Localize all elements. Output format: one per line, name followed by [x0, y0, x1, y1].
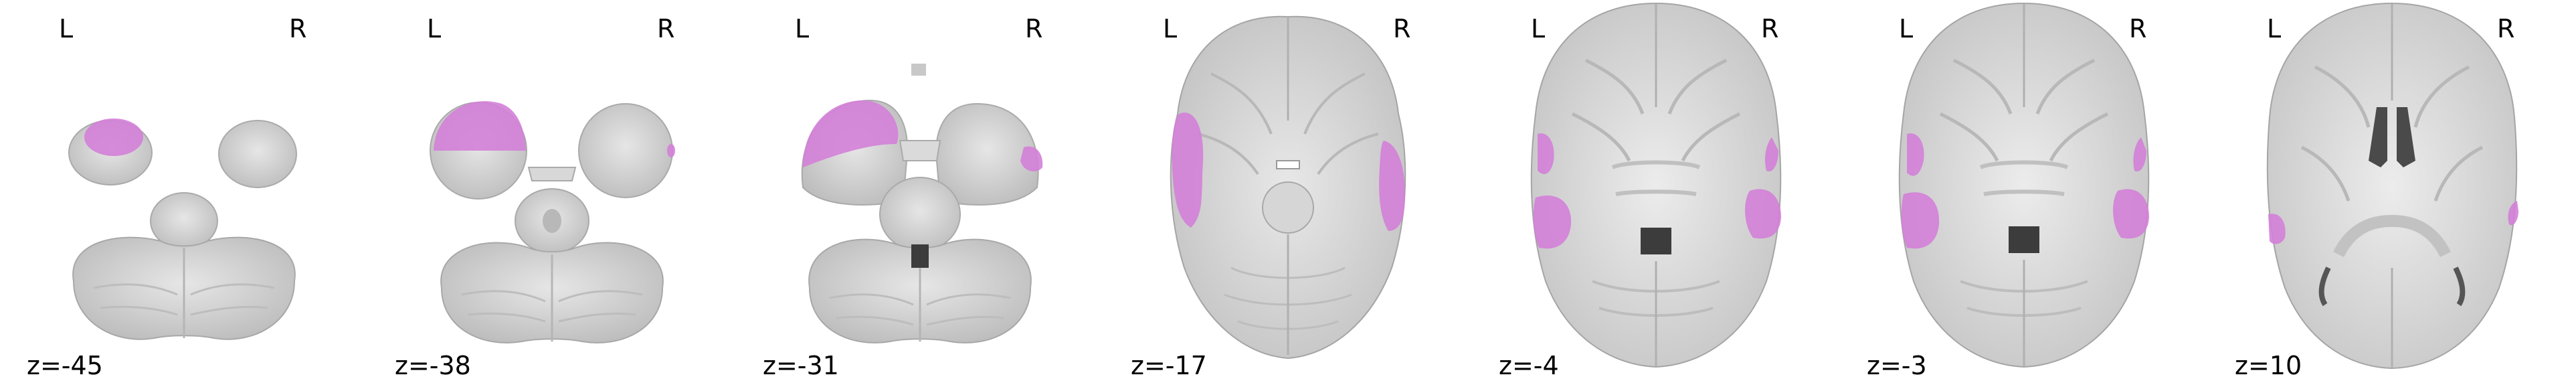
orientation-right-label: R [289, 14, 307, 44]
activation-cluster [434, 101, 526, 151]
brain-slice-5 [1530, 2, 1782, 368]
activation-cluster [1379, 141, 1405, 231]
temporal-lobe-right [218, 120, 297, 188]
slice-coordinate-label: z=-17 [1131, 351, 1207, 380]
cerebellar-folia [461, 290, 643, 323]
third-ventricle [1641, 228, 1671, 254]
temporal-lobe-right [578, 103, 673, 198]
cortical-sulci [1197, 72, 1379, 175]
pons-bridge [527, 167, 577, 181]
orientation-left-label: L [795, 14, 810, 44]
pons-bridge [899, 140, 941, 161]
optic-chiasm [1276, 160, 1300, 169]
brain-slice-6 [1898, 2, 2150, 368]
cortical-sulci [2300, 65, 2484, 202]
slice-panel-3: L R z=-31 [736, 0, 1104, 385]
orientation-right-label: R [1393, 14, 1411, 44]
lateral-ventricle-left [2369, 107, 2387, 167]
orientation-right-label: R [657, 14, 675, 44]
orientation-right-label: R [2497, 14, 2515, 44]
slice-coordinate-label: z=-38 [395, 351, 471, 380]
slice-coordinate-label: z=-45 [27, 351, 103, 380]
activation-cluster [803, 100, 899, 167]
activation-cluster [1764, 137, 1778, 171]
lateral-ventricle-right [2397, 107, 2415, 167]
activation-cluster [2508, 201, 2518, 226]
slice-panel-7: L R z=10 [2208, 0, 2576, 385]
corpus-callosum-splenium [2332, 214, 2452, 258]
cerebellar-folia [93, 283, 275, 316]
activation-cluster [2133, 137, 2146, 171]
slice-coordinate-label: z=-31 [763, 351, 839, 380]
temporal-lobe-right [935, 102, 1039, 206]
orientation-left-label: L [1163, 14, 1178, 44]
activation-cluster [1020, 146, 1043, 171]
cerebellar-folia [829, 293, 1011, 326]
brain-slice-4 [1170, 15, 1406, 360]
activation-cluster [1172, 112, 1204, 228]
activation-cluster [2113, 189, 2149, 239]
orientation-right-label: R [2129, 14, 2147, 44]
activation-cluster [84, 119, 143, 156]
brain-slice-3 [801, 64, 1043, 343]
thalamus-outline [1611, 160, 1701, 196]
slice-panel-6: L R z=-3 [1840, 0, 2208, 385]
slice-coordinate-label: z=-3 [1867, 351, 1927, 380]
cortical-sulci [1939, 58, 2109, 162]
brain-slice-7 [2266, 2, 2518, 370]
slice-coordinate-label: z=-4 [1499, 351, 1559, 380]
brain-slice-1 [68, 119, 297, 340]
third-ventricle [2009, 226, 2039, 253]
fourth-ventricle [543, 209, 561, 233]
thalamus-outline [1979, 160, 2069, 196]
brainstem [879, 177, 961, 252]
activation-cluster [2268, 214, 2286, 244]
slice-panel-4: L R z=-17 [1104, 0, 1472, 385]
activation-cluster [1538, 133, 1554, 174]
pituitary [911, 64, 926, 76]
orientation-left-label: L [1531, 14, 1546, 44]
posterior-horns [2318, 266, 2466, 307]
orientation-right-label: R [1025, 14, 1043, 44]
orientation-left-label: L [2267, 14, 2282, 44]
orientation-left-label: L [59, 14, 74, 44]
brain-slice-2 [430, 101, 675, 343]
orientation-left-label: L [1899, 14, 1914, 44]
activation-cluster [1907, 133, 1924, 176]
slice-panel-1: L R z=-45 [0, 0, 368, 385]
slice-coordinate-label: z=10 [2235, 351, 2302, 380]
cortical-sulci [1571, 58, 1741, 162]
orientation-left-label: L [427, 14, 442, 44]
fourth-ventricle [911, 244, 929, 268]
activation-cluster [1533, 195, 1572, 249]
activation-cluster [1901, 192, 1940, 249]
activation-cluster [667, 144, 675, 157]
slice-panel-5: L R z=-4 [1472, 0, 1840, 385]
midbrain [1262, 181, 1314, 234]
orientation-right-label: R [1761, 14, 1779, 44]
slice-panel-2: L R z=-38 [368, 0, 736, 385]
activation-cluster [1745, 189, 1781, 239]
